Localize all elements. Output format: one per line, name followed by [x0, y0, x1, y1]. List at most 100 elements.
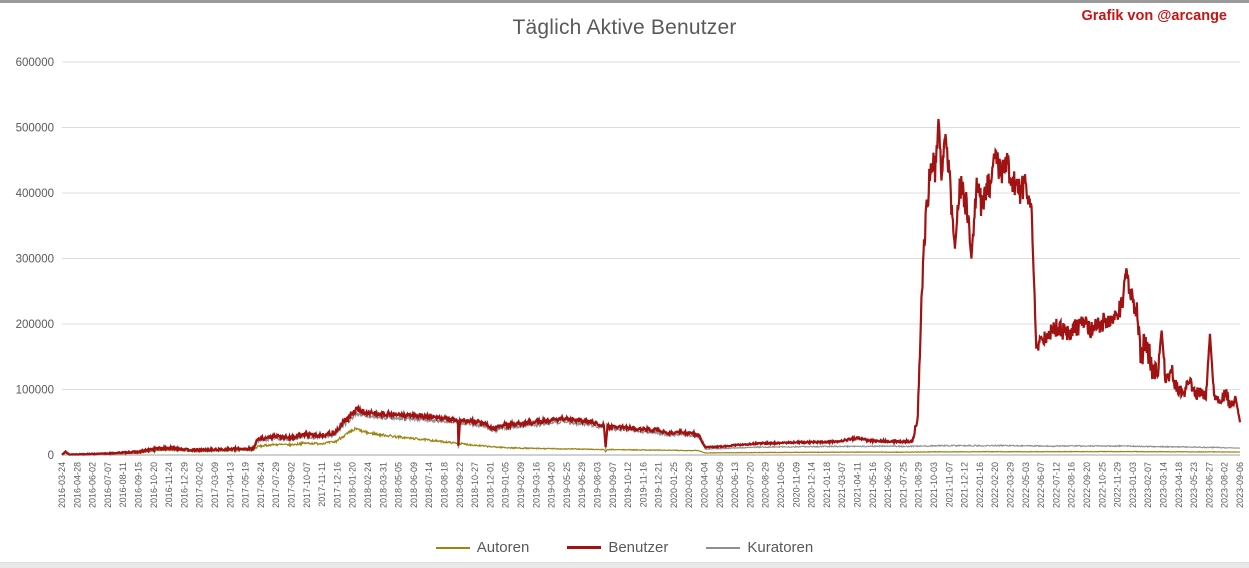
svg-text:2016-06-02: 2016-06-02: [88, 462, 98, 508]
svg-text:2018-03-31: 2018-03-31: [378, 462, 388, 508]
svg-text:2022-05-03: 2022-05-03: [1021, 462, 1031, 508]
svg-text:2019-12-21: 2019-12-21: [654, 462, 664, 508]
svg-text:2016-10-20: 2016-10-20: [149, 462, 159, 508]
svg-text:2016-08-11: 2016-08-11: [118, 462, 128, 507]
svg-text:2017-04-13: 2017-04-13: [225, 462, 235, 508]
svg-text:2021-04-11: 2021-04-11: [853, 462, 863, 507]
svg-text:2019-01-05: 2019-01-05: [501, 462, 511, 508]
svg-text:2023-09-06: 2023-09-06: [1235, 462, 1245, 508]
series-line-benutzer: [61, 118, 1242, 456]
svg-text:2016-11-24: 2016-11-24: [164, 462, 174, 507]
svg-text:2020-11-09: 2020-11-09: [791, 462, 801, 507]
svg-text:2018-08-18: 2018-08-18: [439, 462, 449, 508]
gridlines: [62, 61, 1240, 390]
svg-text:2019-10-12: 2019-10-12: [623, 462, 633, 508]
svg-text:0: 0: [48, 450, 54, 462]
svg-text:2021-10-03: 2021-10-03: [929, 462, 939, 508]
window-bottom-bar: [0, 562, 1249, 568]
svg-text:2017-02-02: 2017-02-02: [195, 462, 205, 508]
svg-text:2017-11-11: 2017-11-11: [317, 462, 327, 507]
legend-label-kuratoren: Kuratoren: [747, 539, 814, 556]
svg-text:2023-05-23: 2023-05-23: [1189, 462, 1199, 508]
svg-text:2023-04-18: 2023-04-18: [1174, 462, 1184, 508]
svg-text:2023-06-27: 2023-06-27: [1204, 462, 1214, 508]
svg-text:2022-08-16: 2022-08-16: [1067, 462, 1077, 508]
window-top-border: [0, 0, 1249, 3]
svg-text:2016-09-15: 2016-09-15: [133, 462, 143, 508]
svg-text:2018-05-05: 2018-05-05: [394, 462, 404, 508]
svg-text:2018-02-24: 2018-02-24: [363, 462, 373, 508]
legend-swatch-autoren: [435, 546, 470, 549]
legend-item-autoren: Autoren: [435, 539, 530, 556]
legend-label-autoren: Autoren: [476, 539, 530, 556]
legend-item-kuratoren: Kuratoren: [706, 539, 813, 556]
svg-text:2022-06-07: 2022-06-07: [1036, 462, 1046, 508]
svg-text:2019-02-09: 2019-02-09: [516, 462, 526, 508]
svg-text:2022-07-12: 2022-07-12: [1051, 462, 1061, 508]
attribution-text: Grafik von @arcange: [1081, 8, 1228, 24]
series-line-autoren: [61, 426, 1241, 456]
svg-text:2017-09-02: 2017-09-02: [286, 462, 296, 508]
svg-text:2017-12-16: 2017-12-16: [332, 462, 342, 508]
svg-text:2018-01-20: 2018-01-20: [348, 462, 358, 508]
svg-text:2021-03-07: 2021-03-07: [837, 462, 847, 508]
svg-text:2016-12-29: 2016-12-29: [179, 462, 189, 508]
svg-text:2019-05-25: 2019-05-25: [562, 462, 572, 508]
svg-text:2021-01-18: 2021-01-18: [822, 462, 832, 508]
svg-text:2022-02-20: 2022-02-20: [990, 462, 1000, 508]
legend-label-benutzer: Benutzer: [608, 539, 669, 556]
svg-text:400000: 400000: [16, 188, 54, 200]
legend-swatch-benutzer: [567, 546, 602, 549]
svg-text:2017-07-29: 2017-07-29: [271, 462, 281, 508]
svg-text:2017-06-24: 2017-06-24: [256, 462, 266, 508]
svg-text:600000: 600000: [16, 57, 54, 69]
legend-item-benutzer: Benutzer: [567, 539, 668, 556]
svg-text:2020-07-20: 2020-07-20: [745, 462, 755, 508]
svg-text:2016-03-24: 2016-03-24: [57, 462, 67, 508]
svg-text:100000: 100000: [16, 385, 54, 397]
svg-text:2019-04-20: 2019-04-20: [547, 462, 557, 508]
y-axis-labels: 0 100000 200000 300000 400000 500000 600000: [16, 57, 54, 462]
svg-text:2022-11-29: 2022-11-29: [1113, 462, 1123, 507]
svg-text:2021-11-07: 2021-11-07: [944, 462, 954, 507]
svg-text:2021-06-20: 2021-06-20: [883, 462, 893, 508]
svg-text:2018-06-09: 2018-06-09: [409, 462, 419, 508]
svg-text:2023-03-14: 2023-03-14: [1159, 462, 1169, 508]
svg-text:2020-05-09: 2020-05-09: [715, 462, 725, 508]
svg-text:2017-05-19: 2017-05-19: [241, 462, 251, 508]
svg-text:2022-01-16: 2022-01-16: [975, 462, 985, 508]
svg-text:500000: 500000: [16, 123, 54, 135]
svg-text:2022-10-25: 2022-10-25: [1097, 462, 1107, 508]
svg-text:2021-05-16: 2021-05-16: [868, 462, 878, 508]
svg-text:2020-06-13: 2020-06-13: [730, 462, 740, 508]
svg-text:2019-08-03: 2019-08-03: [592, 462, 602, 508]
svg-text:2020-08-29: 2020-08-29: [761, 462, 771, 508]
svg-text:2020-12-14: 2020-12-14: [807, 462, 817, 508]
svg-text:2020-02-29: 2020-02-29: [684, 462, 694, 508]
svg-text:2018-09-22: 2018-09-22: [455, 462, 465, 508]
svg-text:2022-03-29: 2022-03-29: [1006, 462, 1016, 508]
svg-text:2021-08-29: 2021-08-29: [914, 462, 924, 508]
svg-text:2019-11-16: 2019-11-16: [638, 462, 648, 507]
svg-text:2016-04-28: 2016-04-28: [72, 462, 82, 508]
svg-text:2020-04-04: 2020-04-04: [700, 462, 710, 508]
svg-text:2019-06-29: 2019-06-29: [577, 462, 587, 508]
x-axis-labels: 2016-03-24 2016-04-28 2016-06-02 2016-07-07…: [57, 462, 1245, 508]
svg-text:2017-10-07: 2017-10-07: [302, 462, 312, 508]
legend-swatch-kuratoren: [706, 546, 741, 549]
svg-text:2018-12-01: 2018-12-01: [485, 462, 495, 508]
svg-text:2016-07-07: 2016-07-07: [103, 462, 113, 508]
svg-text:2020-01-25: 2020-01-25: [669, 462, 679, 508]
svg-text:2023-01-03: 2023-01-03: [1128, 462, 1138, 508]
svg-text:200000: 200000: [16, 319, 54, 331]
svg-text:2018-10-27: 2018-10-27: [470, 462, 480, 508]
svg-text:2023-08-02: 2023-08-02: [1220, 462, 1230, 508]
svg-text:2022-09-20: 2022-09-20: [1082, 462, 1092, 508]
svg-text:2021-12-12: 2021-12-12: [960, 462, 970, 508]
svg-text:300000: 300000: [16, 254, 54, 266]
svg-text:2019-03-16: 2019-03-16: [531, 462, 541, 508]
svg-text:2017-03-09: 2017-03-09: [210, 462, 220, 508]
svg-text:2023-02-07: 2023-02-07: [1143, 462, 1153, 508]
